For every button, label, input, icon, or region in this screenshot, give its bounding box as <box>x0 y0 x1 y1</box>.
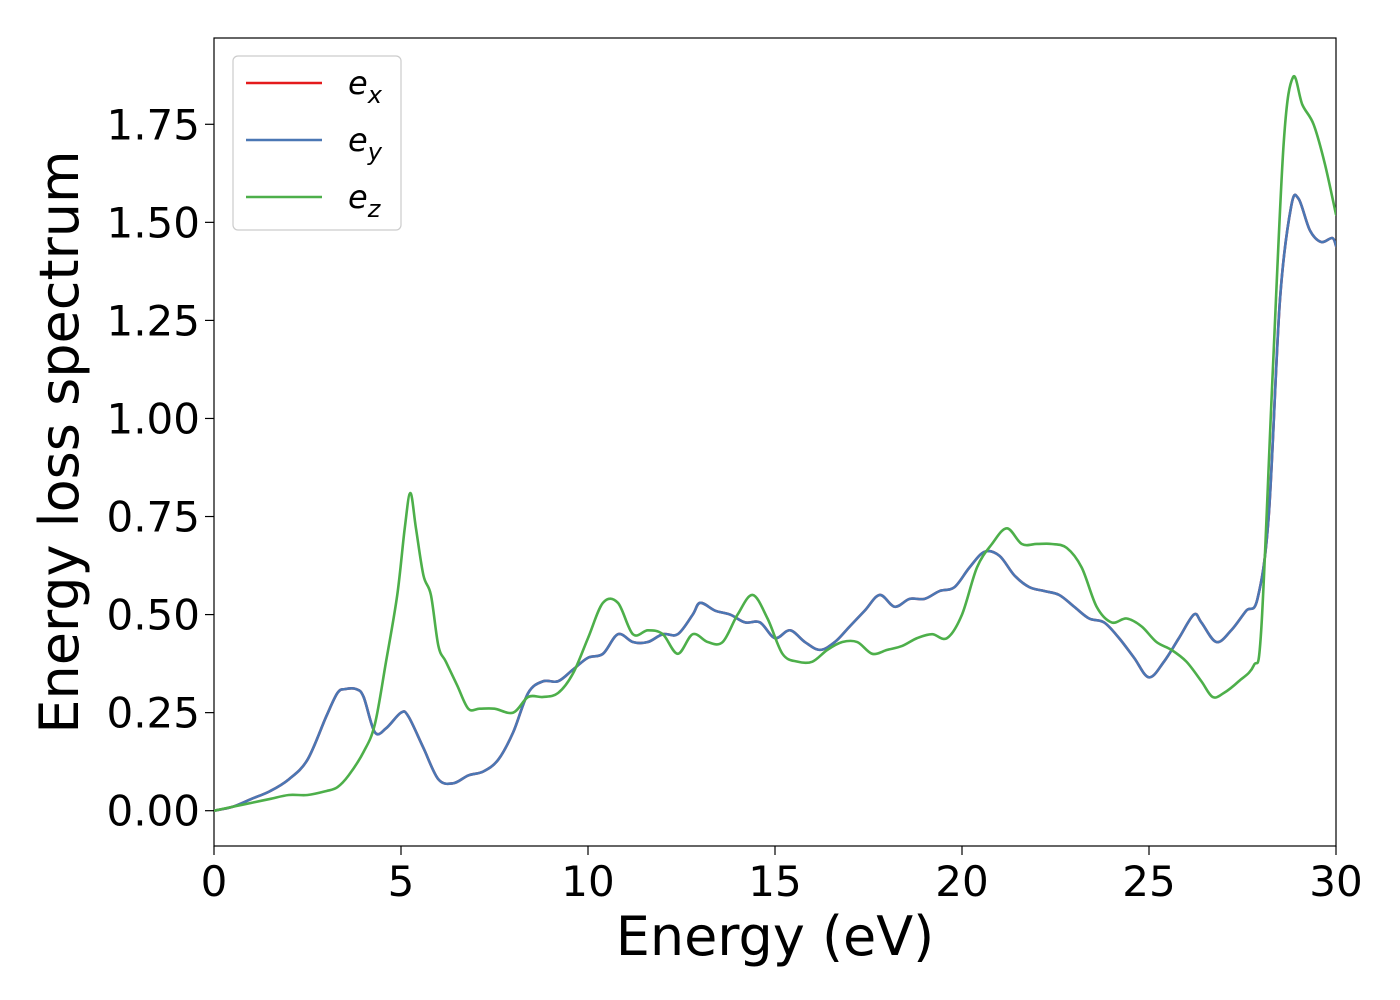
x-tick-label: 30 <box>1309 857 1362 906</box>
y-tick-label: 1.75 <box>106 100 200 149</box>
legend-label-z: ez <box>348 178 382 223</box>
x-tick-label: 10 <box>561 857 614 906</box>
x-tick-label: 25 <box>1122 857 1175 906</box>
x-tick-label: 15 <box>748 857 801 906</box>
x-axis-title: Energy (eV) <box>616 905 935 968</box>
x-tick-label: 5 <box>388 857 415 906</box>
y-tick-label: 0.00 <box>106 787 200 836</box>
legend-label-x: ex <box>348 64 383 109</box>
x-tick-label: 20 <box>935 857 988 906</box>
y-tick-label: 1.00 <box>106 394 200 443</box>
legend-frame <box>232 55 402 231</box>
x-tick-label: 0 <box>201 857 228 906</box>
y-tick-label: 0.50 <box>106 591 200 640</box>
y-axis-title: Energy loss spectrum <box>28 150 91 733</box>
series-line-z <box>214 74 1336 812</box>
y-tick-label: 1.50 <box>106 198 200 247</box>
y-tick-label: 1.25 <box>106 296 200 345</box>
legend-label-y: ey <box>348 121 383 166</box>
y-tick-label: 0.25 <box>106 689 200 738</box>
legend: ex ey ez <box>232 55 402 231</box>
series-line-y <box>214 193 1336 812</box>
y-tick-label: 0.75 <box>106 493 200 542</box>
x-axis: 0 5 10 15 20 25 30 <box>201 846 1363 906</box>
series-layer <box>214 74 1336 812</box>
y-axis: 0.00 0.25 0.50 0.75 1.00 1.25 1.50 1.75 <box>106 100 214 836</box>
